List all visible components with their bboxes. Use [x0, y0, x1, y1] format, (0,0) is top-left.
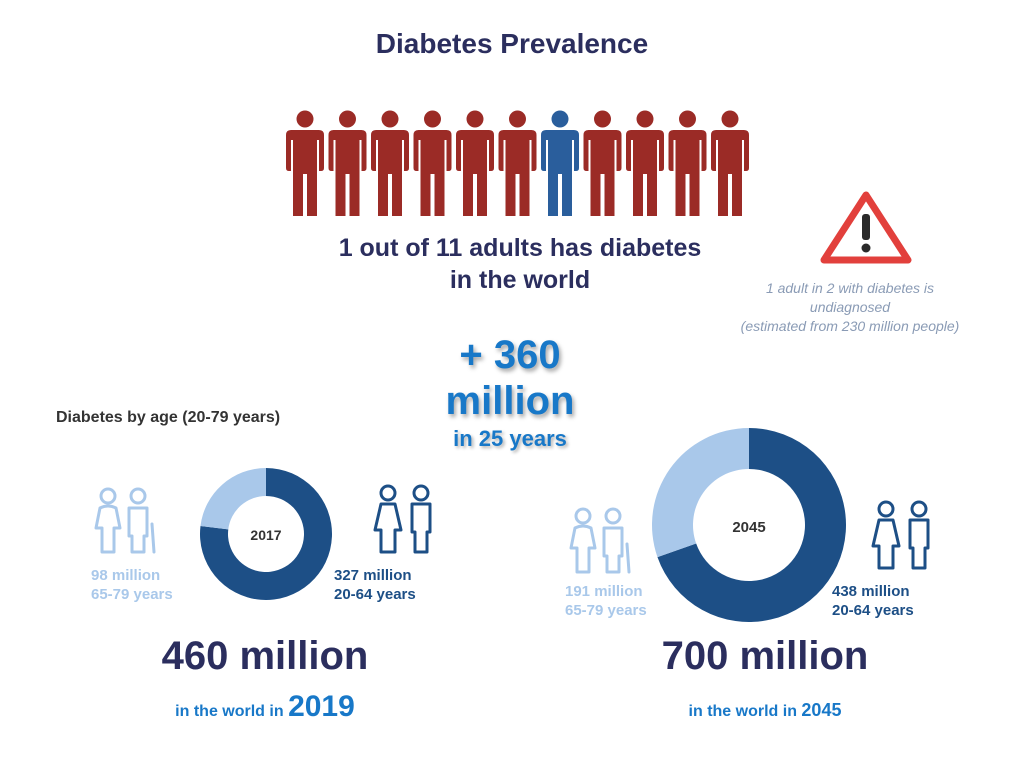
donut-segments — [652, 428, 846, 622]
older-ages: 65-79 years — [91, 586, 173, 603]
older-value: 191 million — [565, 583, 643, 600]
undiagnosed-line2: undiagnosed — [809, 299, 891, 315]
person-icon — [456, 110, 494, 216]
headline-line2: in the world — [449, 266, 591, 294]
person-icon — [626, 110, 664, 216]
younger-ages: 20-64 years — [334, 586, 416, 603]
donut-segments — [200, 468, 332, 600]
older-value: 98 million — [91, 567, 161, 584]
donut-center-label: 2017 — [250, 527, 281, 543]
subtitle-year: 2019 — [288, 690, 355, 723]
person-icon — [286, 110, 324, 216]
person-icon — [541, 110, 579, 216]
younger-couple-icon — [373, 484, 432, 554]
subtitle-prefix: in the world in — [175, 703, 284, 720]
older-label-2017: 98 million 65-79 years — [91, 566, 173, 604]
total-2019-subtitle: in the world in 2019 — [120, 690, 410, 724]
donut-slice-65-79-years — [652, 428, 749, 558]
person-icon — [498, 110, 537, 216]
age-chart-title: Diabetes by age (20-79 years) — [56, 409, 281, 426]
younger-label-2045: 438 million 20-64 years — [832, 582, 914, 620]
person-icon — [711, 110, 749, 216]
total-2045: 700 million — [661, 634, 869, 678]
donut-chart-2045: 2045 — [652, 428, 846, 622]
person-icon — [328, 110, 367, 216]
donut-chart-2017: 2017 — [200, 468, 332, 600]
donut-slice-65-79-years — [200, 468, 266, 530]
undiagnosed-line3: (estimated from 230 million people) — [740, 318, 960, 334]
growth-line2: million — [445, 379, 575, 423]
older-label-2045: 191 million 65-79 years — [565, 582, 647, 620]
growth-period: in 25 years — [453, 426, 567, 451]
warning-triangle-icon — [820, 191, 912, 264]
headline-line1: 1 out of 11 adults has diabetes — [338, 234, 702, 262]
younger-value: 438 million — [832, 583, 910, 600]
subtitle-prefix: in the world in — [688, 703, 797, 720]
person-icon — [668, 110, 707, 216]
page-title: Diabetes Prevalence — [375, 28, 649, 59]
younger-value: 327 million — [334, 567, 412, 584]
person-icon — [583, 110, 622, 216]
older-couple-icon — [94, 487, 156, 554]
older-couple-icon — [569, 507, 631, 574]
growth-line1: + 360 — [459, 333, 561, 377]
headline: 1 out of 11 adults has diabetes in the w… — [240, 232, 800, 296]
younger-ages: 20-64 years — [832, 602, 914, 619]
total-2019: 460 million — [161, 634, 369, 678]
older-ages: 65-79 years — [565, 602, 647, 619]
undiagnosed-note: 1 adult in 2 with diabetes is undiagnose… — [690, 279, 1010, 336]
person-icon — [371, 110, 409, 216]
donut-slice-20-64-years — [200, 468, 332, 600]
growth-callout: + 360 million in 25 years — [390, 332, 630, 452]
growth-amount: + 360 million — [390, 332, 630, 424]
person-icon — [413, 110, 452, 216]
people-row — [286, 110, 749, 216]
younger-couple-icon — [871, 500, 930, 570]
donut-center-label: 2045 — [732, 519, 765, 536]
subtitle-year: 2045 — [801, 700, 842, 720]
donut-slice-20-64-years — [657, 428, 846, 622]
younger-label-2017: 327 million 20-64 years — [334, 566, 416, 604]
undiagnosed-line1: 1 adult in 2 with diabetes is — [765, 280, 935, 296]
total-2045-subtitle: in the world in 2045 — [620, 700, 910, 721]
